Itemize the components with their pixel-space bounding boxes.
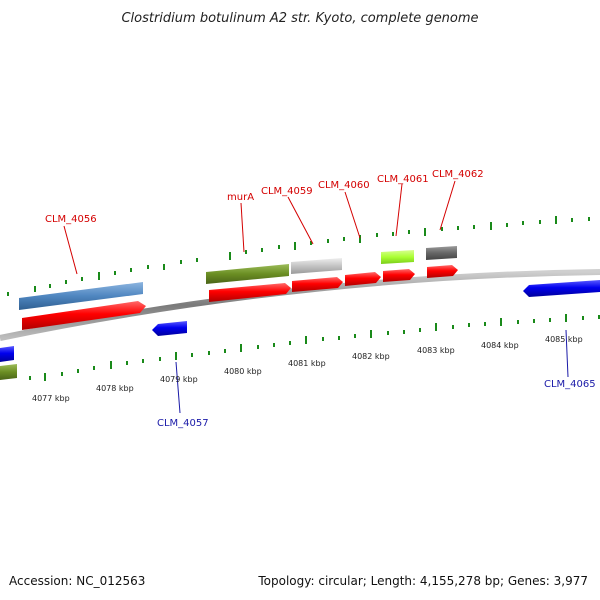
map-title: Clostridium botulinum A2 str. Kyoto, com… [121,11,478,26]
cds-arrow-mura[interactable] [209,283,291,302]
gene-label-clm4057: CLM_4057 [157,418,209,429]
label-leader-lines [63,180,569,414]
gene-label-clm4059: CLM_4059 [261,186,313,197]
genome-summary-text: Topology: circular; Length: 4,155,278 bp… [258,574,588,588]
scale-label: 4083 kbp [417,346,455,355]
gene-label-clm4060: CLM_4060 [318,180,370,191]
cds-arrow-clm4062[interactable] [427,265,458,278]
accession-text: Accession: NC_012563 [9,574,146,588]
gene-label-clm4062: CLM_4062 [432,169,484,180]
olive-feature-edge[interactable] [0,364,17,380]
scale-label: 4078 kbp [96,384,134,393]
scale-label: 4082 kbp [352,352,390,361]
silver-feature[interactable] [291,258,342,274]
reverse-gene-edge-left[interactable] [0,346,14,362]
scale-label: 4081 kbp [288,359,326,368]
scale-label: 4085 kbp [545,335,583,344]
cds-arrow-clm4057[interactable] [152,321,187,336]
scale-label: 4080 kbp [224,367,262,376]
gene-label-clm4061: CLM_4061 [377,174,429,185]
gene-label-clm4065: CLM_4065 [544,379,596,390]
scale-label: 4084 kbp [481,341,519,350]
cds-arrow-clm4060[interactable] [345,272,381,286]
darkgray-feature[interactable] [426,246,457,260]
cds-arrow-clm4056[interactable] [22,301,146,330]
cds-arrow-clm4065[interactable] [523,280,600,297]
cds-arrow-clm4061[interactable] [383,269,415,282]
steelblue-feature[interactable] [19,282,143,310]
inner-tick-ring [29,314,600,381]
lime-feature[interactable] [381,250,414,264]
scale-label: 4079 kbp [160,375,198,384]
scale-label: 4077 kbp [32,394,70,403]
outer-tick-ring [7,216,590,296]
gene-label-mura: murA [227,192,254,203]
olive-feature[interactable] [206,264,289,284]
gene-label-clm4056: CLM_4056 [45,214,97,225]
cds-arrow-clm4059[interactable] [292,277,343,292]
